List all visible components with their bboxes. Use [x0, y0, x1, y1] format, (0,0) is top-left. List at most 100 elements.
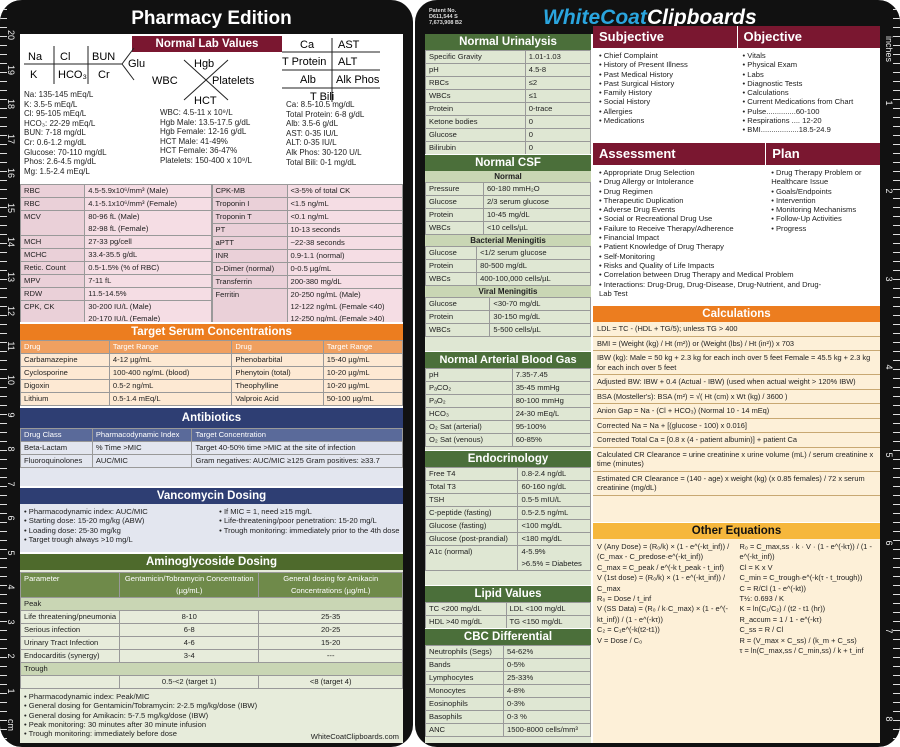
- amino-note: Pharmacodynamic index: Peak/MIC: [24, 692, 399, 701]
- subjective-item: Medications: [599, 116, 688, 125]
- assessment-item: Social or Recreational Drug Use: [599, 214, 829, 223]
- row-value: 60-160 ng/dL: [517, 480, 591, 494]
- row-label: Free T4: [425, 467, 519, 481]
- amino-row: Serious infection 6-8 20-25: [20, 623, 403, 637]
- fish-cr: Cr: [98, 69, 110, 81]
- row-value: 4.5-8: [524, 63, 591, 77]
- cell: Endocarditis (synergy): [20, 649, 121, 663]
- row-label: Troponin T: [211, 210, 288, 224]
- row-label: Glucose: [425, 195, 484, 209]
- row-value: 35-45 mmHg: [511, 381, 591, 395]
- equation-row: C_min = C_trough·e^(-k(τ - t_trough)): [739, 573, 863, 583]
- bmp-value: Na: 135-145 mEq/L: [24, 90, 94, 99]
- cell: Cyclosporine: [20, 366, 110, 380]
- assessment-item: Therapeutic Duplication: [599, 196, 829, 205]
- csf-normal-label: Normal: [425, 171, 591, 182]
- abg-row: PₐO₂ 80-100 mmHg: [425, 394, 591, 408]
- cell: 4-12 µg/mL: [108, 353, 233, 367]
- row-value: 30-150 mg/dL: [489, 310, 591, 324]
- equation-row: R_accum = 1 / 1 - e^(-kτ): [739, 614, 822, 624]
- row-value: <10 cells/µL: [482, 221, 591, 235]
- row-label: aPTT: [211, 236, 288, 250]
- row-label: Transferrin: [211, 275, 288, 289]
- ruler-number: cm: [6, 719, 16, 731]
- lipid-header: Lipid Values: [425, 586, 591, 602]
- row-label: Glucose: [425, 128, 526, 142]
- cbc-value: HCT Male: 41-49%: [160, 136, 228, 146]
- row-value: <1.5 ng/mL: [286, 197, 403, 211]
- lipid-section: Lipid Values TC <200 mg/dL LDL <100 mg/dL…: [425, 586, 591, 628]
- assessment-item: Failure to Receive Therapy/Adherence: [599, 224, 829, 233]
- subjective-header: Subjective: [593, 26, 737, 48]
- amino-note: Peak monitoring: 30 minutes after 30 min…: [24, 720, 399, 729]
- abg-row: O₂ Sat (venous) 60-85%: [425, 433, 591, 447]
- lab-row: aPTT ~22-38 seconds: [211, 236, 403, 250]
- row-label: HDL >40 mg/dL: [425, 615, 507, 628]
- csf-row: Protein 10-45 mg/dL: [425, 208, 591, 222]
- normal-lab-section: Normal Lab Values Na Cl BUN K HCO₃ Cr Gl…: [20, 34, 403, 184]
- csf-row: WBCs <10 cells/µL: [425, 221, 591, 235]
- cell: 10-20 µg/mL: [322, 379, 403, 393]
- row-value: 0.9-1.1 (normal): [286, 249, 403, 263]
- column-header: Target Range: [108, 340, 233, 354]
- cell: 8-10: [119, 610, 260, 624]
- lft-values: Ca: 8.5-10.5 mg/dL Total Protein: 6-8 g/…: [286, 100, 364, 167]
- bmp-fishbone: Na Cl BUN K HCO₃ Cr Glu: [24, 46, 145, 84]
- soap-top: Subjective Objective Chief ComplaintHist…: [593, 26, 880, 142]
- row-value: 4-5.9% >6.5% = Diabetes: [517, 545, 591, 571]
- pharmacy-edition-title: Pharmacy Edition: [20, 4, 403, 34]
- equation-row: C₂ = C₁e^(-k(t2-t1)): [597, 625, 660, 635]
- lab-row: Transferrin 200-380 mg/dL: [211, 275, 403, 289]
- bmp-value: Cr: 0.6-1.2 mg/dL: [24, 137, 87, 147]
- cbc-diff-section: CBC Differential Neutrophils (Segs) 54-62…: [425, 629, 591, 743]
- plan-item: Drug Therapy Problem or Healthcare Issue: [771, 168, 879, 187]
- column-header: Gentamicin/Tobramycin Concentration (µg/…: [119, 572, 260, 598]
- ruler-number: 10: [6, 374, 16, 385]
- row-value: 54-62%: [503, 645, 591, 659]
- row-value: 4-8%: [503, 684, 591, 698]
- cell: 6-8: [119, 623, 260, 637]
- soap-bottom: Assessment Plan Appropriate Drug Selecti…: [593, 143, 880, 305]
- row-value: 200-380 mg/dL: [286, 275, 403, 289]
- column-header: Drug: [20, 340, 110, 354]
- lab-row: CPK, CK 30-200 IU/L (Male) 20-170 IU/L (F…: [20, 300, 212, 322]
- row-value: 4.1-5.1x10⁶/mm³ (Female): [84, 197, 212, 211]
- cell: % Time >MIC: [91, 441, 193, 455]
- aminoglycoside-section: Aminoglycoside Dosing Parameter Gentamici…: [20, 554, 403, 743]
- endo-row: Glucose (post-prandial) <180 mg/dL: [425, 532, 591, 546]
- lab-row: INR 0.9-1.1 (normal): [211, 249, 403, 263]
- row-value: 400-100,000 cells/µL: [476, 272, 591, 286]
- lft-value: Ca: 8.5-10.5 mg/dL: [286, 100, 355, 109]
- row-label: MCHC: [20, 248, 86, 262]
- row-value: 30-200 IU/L (Male) 20-170 IU/L (Female): [84, 300, 212, 322]
- row-value: 0-3 %: [503, 710, 591, 724]
- cell: Serious infection: [20, 623, 121, 637]
- cell: Target 40-50% time >MIC at the site of i…: [191, 441, 403, 455]
- row-value: 80-500 mg/dL: [476, 259, 591, 273]
- column-header: Target Range: [322, 340, 403, 354]
- row-value: 7-11 fL: [84, 274, 212, 288]
- row-label: Retic. Count: [20, 261, 86, 275]
- row-value: 0.5-5 mIU/L: [517, 493, 591, 507]
- assessment-item: Interactions: Drug-Drug, Drug-Disease, D…: [599, 280, 829, 299]
- csf-normal-table: Pressure 60-180 mmH₂O Glucose 2/3 serum glu…: [425, 182, 591, 235]
- row-value: 2/3 serum glucose: [482, 195, 591, 209]
- fish-cl: Cl: [60, 51, 70, 63]
- row-value: 20-250 ng/mL (Male) 12-122 ng/mL (Female…: [286, 288, 403, 322]
- row-label: Troponin I: [211, 197, 288, 211]
- ruler-number: 4: [6, 584, 16, 590]
- target-serum-header: Target Serum Concentrations: [20, 324, 403, 340]
- row-label: CPK, CK: [20, 300, 86, 322]
- vanco-item: Trough monitoring: immediately prior to …: [219, 526, 403, 535]
- subjective-item: Social History: [599, 97, 688, 106]
- inch-ruler: inches 1 2 3 4 5 6 7 8: [882, 0, 900, 747]
- cbc-value: WBC: 4.5-11 x 10⁹/L: [160, 108, 233, 117]
- csf-row: WBCs 5-500 cells/µL: [425, 323, 591, 337]
- table-header-row: Drug Class Pharmacodynamic Index Target Co…: [20, 428, 403, 442]
- ruler-number: 4: [884, 364, 894, 370]
- cell: Beta-Lactam: [20, 441, 93, 455]
- antibiotic-row: Fluoroquinolones AUC/MIC Gram negatives: A…: [20, 454, 403, 468]
- row-value: 0-0.5 µg/mL: [286, 262, 403, 276]
- row-label: MPV: [20, 274, 86, 288]
- row-label: pH: [425, 63, 526, 77]
